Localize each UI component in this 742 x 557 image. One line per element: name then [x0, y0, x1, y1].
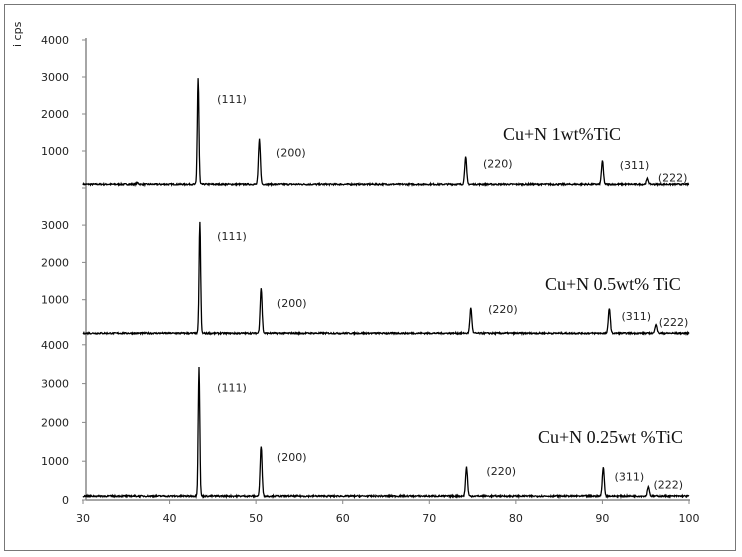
- y-tick-label: 3000: [41, 219, 69, 232]
- y-tick-label: 4000: [41, 339, 69, 352]
- peak-label: (311): [620, 159, 650, 172]
- y-axis-label: i cps: [11, 21, 24, 47]
- peak-label: (222): [659, 316, 689, 329]
- peak-label: (200): [277, 297, 307, 310]
- y-tick-label: 4000: [41, 34, 69, 47]
- series-line-3: [82, 366, 690, 500]
- peak-label: (311): [621, 310, 651, 323]
- peak-label: (111): [217, 230, 247, 243]
- y-tick-label: 2000: [41, 256, 69, 269]
- series-label: Cu+N 0.25wt %TiC: [538, 427, 683, 447]
- series-line-1: [82, 78, 690, 188]
- x-tick-label: 30: [76, 512, 90, 525]
- peak-label: (220): [488, 303, 518, 316]
- peak-label: (220): [486, 465, 516, 478]
- peak-label: (111): [217, 381, 247, 394]
- y-tick-label: 2000: [41, 108, 69, 121]
- peak-label: (220): [483, 158, 513, 171]
- x-tick-label: 60: [336, 512, 350, 525]
- x-tick-label: 90: [595, 512, 609, 525]
- y-tick-label: 3000: [41, 378, 69, 391]
- y-tick-label: 3000: [41, 71, 69, 84]
- x-tick-label: 80: [509, 512, 523, 525]
- x-tick-label: 50: [249, 512, 263, 525]
- peak-label: (222): [658, 172, 688, 185]
- peak-label: (200): [277, 451, 307, 464]
- y-tick-label: 1000: [41, 145, 69, 158]
- y-tick-label: 1000: [41, 294, 69, 307]
- peak-label: (111): [217, 93, 247, 106]
- peak-label: (222): [654, 478, 684, 491]
- y-tick-label: 1000: [41, 455, 69, 468]
- x-tick-label: 100: [679, 512, 700, 525]
- series-label: Cu+N 0.5wt% TiC: [545, 274, 681, 294]
- peak-label: (200): [276, 147, 306, 160]
- y-tick-label: 0: [62, 494, 69, 507]
- series-label: Cu+N 1wt%TiC: [503, 124, 621, 144]
- y-tick-label: 2000: [41, 416, 69, 429]
- series-line-2: [82, 221, 690, 337]
- chart-frame: [4, 4, 736, 551]
- x-tick-label: 40: [163, 512, 177, 525]
- peak-label: (311): [615, 471, 645, 484]
- x-tick-label: 70: [422, 512, 436, 525]
